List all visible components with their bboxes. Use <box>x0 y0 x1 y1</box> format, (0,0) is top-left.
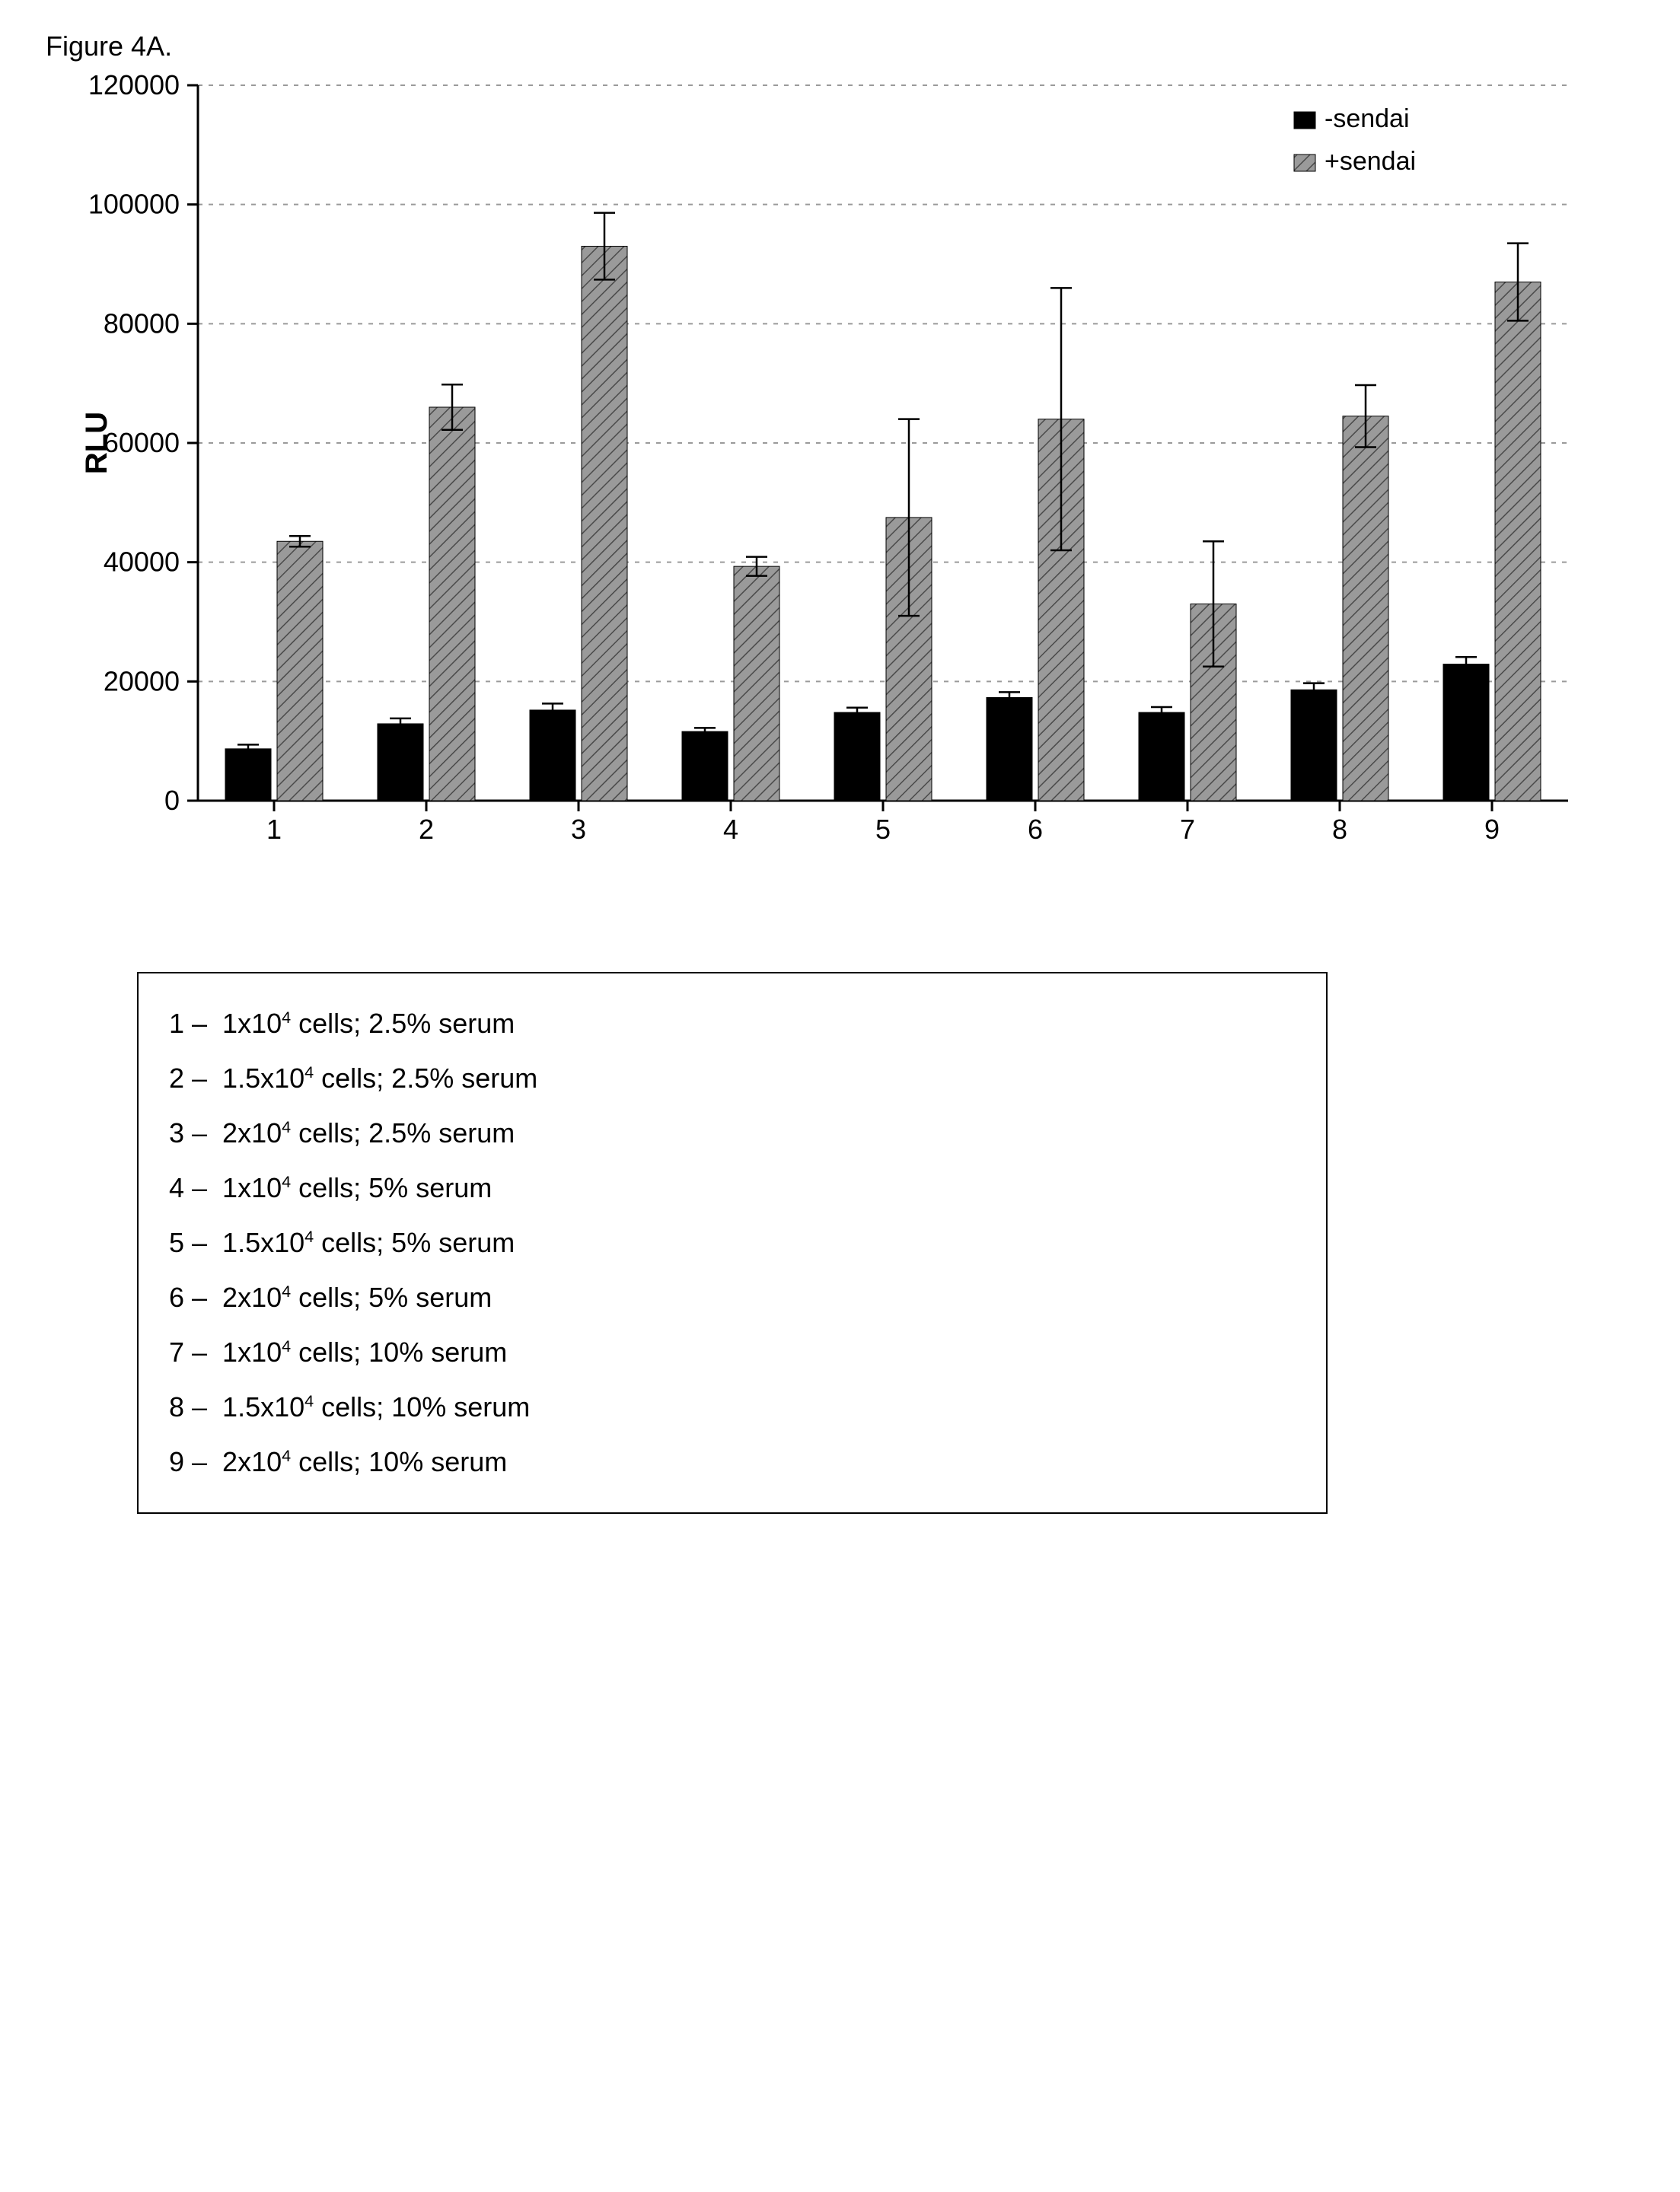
bar <box>225 749 271 801</box>
bar <box>429 407 475 801</box>
svg-text:5: 5 <box>875 814 891 845</box>
svg-text:8: 8 <box>1332 814 1347 845</box>
bar <box>1291 690 1337 801</box>
legend-label: +sendai <box>1325 147 1416 176</box>
conditions-key-box: 1 – 1x104 cells; 2.5% serum2 – 1.5x104 c… <box>137 972 1328 1514</box>
svg-text:2: 2 <box>419 814 434 845</box>
svg-text:20000: 20000 <box>104 665 180 696</box>
bar <box>1139 712 1184 801</box>
svg-text:6: 6 <box>1028 814 1043 845</box>
svg-text:80000: 80000 <box>104 307 180 339</box>
bar <box>582 247 627 801</box>
svg-text:4: 4 <box>723 814 738 845</box>
key-line: 2 – 1.5x104 cells; 2.5% serum <box>169 1051 1296 1106</box>
legend-swatch <box>1294 155 1315 171</box>
svg-text:9: 9 <box>1484 814 1500 845</box>
key-line: 9 – 2x104 cells; 10% serum <box>169 1435 1296 1489</box>
bar <box>987 697 1032 801</box>
legend-swatch <box>1294 112 1315 129</box>
svg-text:0: 0 <box>164 785 180 816</box>
svg-text:7: 7 <box>1180 814 1195 845</box>
key-line: 6 – 2x104 cells; 5% serum <box>169 1270 1296 1325</box>
bar <box>734 566 779 801</box>
svg-text:100000: 100000 <box>88 189 180 220</box>
bar <box>1343 416 1388 801</box>
bar <box>277 541 323 801</box>
bar <box>530 710 575 801</box>
svg-text:3: 3 <box>571 814 586 845</box>
svg-text:60000: 60000 <box>104 427 180 458</box>
svg-text:RLU: RLU <box>80 412 113 474</box>
svg-text:1: 1 <box>266 814 282 845</box>
key-line: 8 – 1.5x104 cells; 10% serum <box>169 1380 1296 1435</box>
key-line: 5 – 1.5x104 cells; 5% serum <box>169 1215 1296 1270</box>
bar <box>1443 664 1489 801</box>
key-line: 1 – 1x104 cells; 2.5% serum <box>169 996 1296 1051</box>
chart-container: 0 20000 40000 60000 80000 100000 120000 RLU 1 2 3 4… <box>76 70 1599 881</box>
svg-text:40000: 40000 <box>104 546 180 578</box>
key-line: 3 – 2x104 cells; 2.5% serum <box>169 1106 1296 1161</box>
figure-title: Figure 4A. <box>46 30 1650 62</box>
bar <box>1495 282 1541 801</box>
svg-text:120000: 120000 <box>88 70 180 100</box>
bar-chart: 0 20000 40000 60000 80000 100000 120000 RLU 1 2 3 4… <box>76 70 1599 877</box>
key-line: 7 – 1x104 cells; 10% serum <box>169 1325 1296 1380</box>
key-line: 4 – 1x104 cells; 5% serum <box>169 1161 1296 1215</box>
legend-label: -sendai <box>1325 104 1410 133</box>
bar <box>378 724 423 801</box>
bar <box>834 712 880 801</box>
bar <box>682 731 728 801</box>
